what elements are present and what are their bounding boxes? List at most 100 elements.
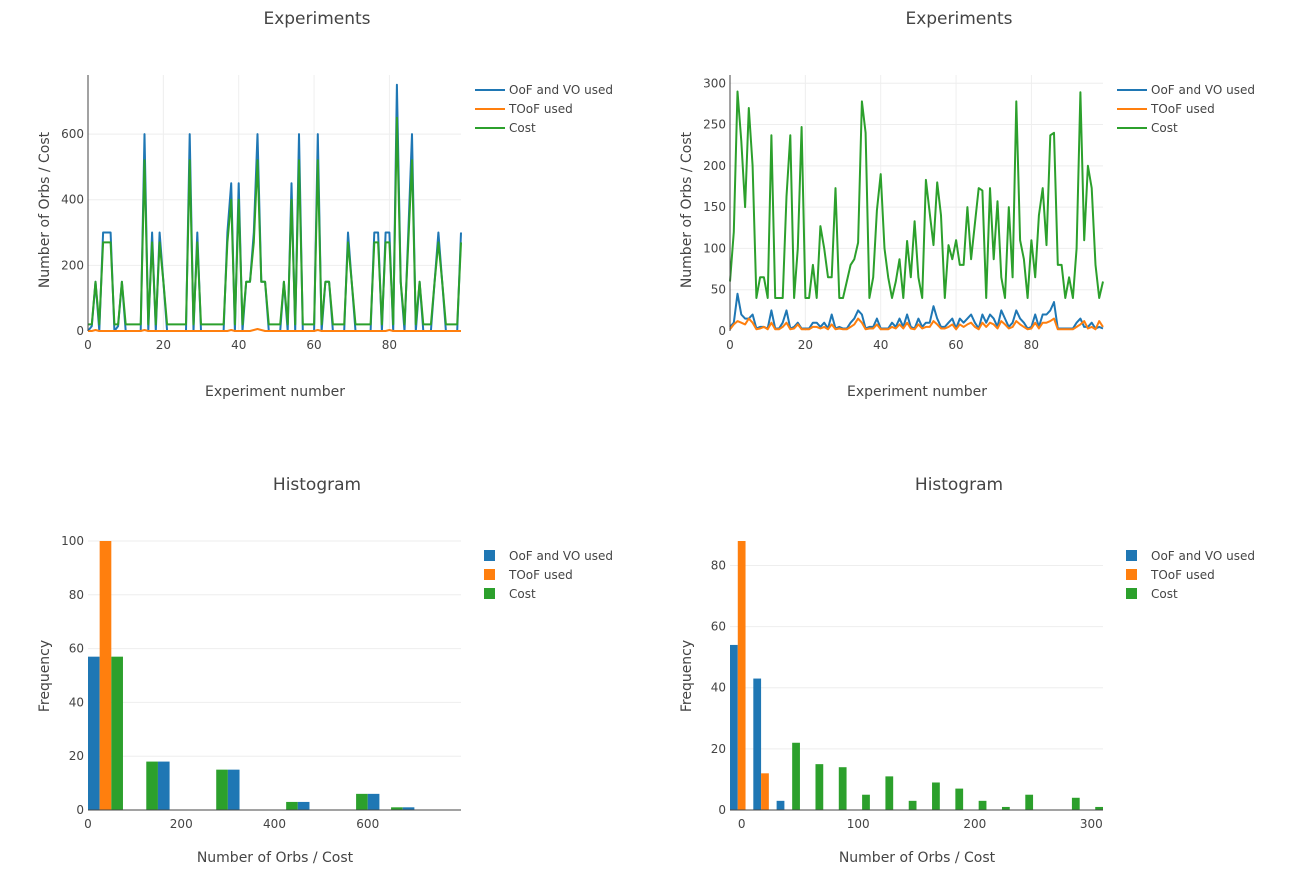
histogram-bar-oof	[776, 800, 785, 810]
x-tick-label: 200	[963, 817, 986, 831]
x-axis-title: Experiment number	[205, 384, 345, 400]
legend-label-cost: Cost	[509, 587, 536, 601]
y-tick-label: 60	[69, 642, 84, 656]
histogram-bar-cost	[978, 800, 987, 810]
experiments-line-chart-right: Experiments Experiment number Number of …	[679, 9, 1255, 400]
y-axis-title: Number of Orbs / Cost	[37, 131, 53, 288]
y-tick-label: 200	[703, 159, 726, 173]
histogram-bar-toof	[99, 541, 112, 810]
y-tick-label: 80	[711, 558, 726, 572]
legend-swatch-oof	[484, 550, 495, 561]
legend-label-oof: OoF and VO used	[509, 83, 613, 97]
y-axis-title: Frequency	[679, 640, 695, 712]
plot-area: 0 50 100 150 200 250 300 0 20 40 60 80	[703, 75, 1104, 352]
y-axis-title: Frequency	[37, 640, 53, 712]
histogram-bar-cost	[908, 800, 917, 810]
legend-label-toof: TOoF used	[1150, 568, 1215, 582]
chart-title: Experiments	[263, 9, 370, 29]
legend: OoF and VO used TOoF used Cost	[1126, 549, 1255, 601]
histogram-left: Histogram Number of Orbs / Cost Frequenc…	[37, 475, 613, 866]
plot-area: 0 200 400 600 0 20 40 60 80	[61, 75, 462, 352]
histogram-bar-cost	[955, 788, 964, 810]
legend-swatch-cost	[484, 588, 495, 599]
chart-title: Histogram	[915, 475, 1003, 495]
histogram-bar-oof	[367, 793, 380, 810]
x-tick-label: 20	[156, 338, 171, 352]
histogram-bar-cost	[146, 761, 158, 810]
legend-label-oof: OoF and VO used	[1151, 83, 1255, 97]
y-tick-label: 20	[711, 742, 726, 756]
histogram-bar-cost	[391, 807, 403, 810]
series-line-toof	[88, 328, 461, 332]
y-tick-label: 0	[76, 803, 84, 817]
histogram-bar-cost	[792, 742, 800, 810]
series-line-toof	[729, 317, 1104, 331]
y-tick-label: 300	[703, 76, 726, 90]
y-tick-label: 40	[711, 681, 726, 695]
legend-label-oof: OoF and VO used	[1151, 549, 1255, 563]
legend: OoF and VO used TOoF used Cost	[475, 83, 613, 135]
histogram-bar-cost	[216, 769, 228, 810]
x-tick-label: 80	[1024, 338, 1039, 352]
plot-area: 0 20 40 60 80 100 0 200 400 600	[61, 534, 461, 831]
legend-label-cost: Cost	[509, 121, 536, 135]
histogram-bar-cost	[838, 767, 847, 810]
x-tick-label: 40	[873, 338, 888, 352]
histogram-bar-oof	[227, 769, 240, 810]
histogram-bar-toof	[761, 773, 769, 810]
legend-label-oof: OoF and VO used	[509, 549, 613, 563]
histogram-bar-cost	[111, 656, 123, 810]
histogram-bar-cost	[356, 793, 368, 810]
x-tick-label: 0	[84, 338, 92, 352]
y-tick-label: 40	[69, 695, 84, 709]
y-tick-label: 60	[711, 620, 726, 634]
x-axis-title: Experiment number	[847, 384, 987, 400]
histogram-right: Histogram Number of Orbs / Cost Frequenc…	[679, 475, 1255, 866]
legend: OoF and VO used TOoF used Cost	[1117, 83, 1255, 135]
y-tick-label: 0	[76, 324, 84, 338]
y-tick-label: 100	[703, 241, 726, 255]
chart-title: Histogram	[273, 475, 361, 495]
y-tick-label: 80	[69, 588, 84, 602]
x-tick-label: 40	[231, 338, 246, 352]
histogram-bar-oof	[157, 761, 170, 810]
y-axis-title: Number of Orbs / Cost	[679, 131, 695, 288]
y-tick-label: 100	[61, 534, 84, 548]
y-tick-label: 200	[61, 258, 84, 272]
y-tick-label: 20	[69, 749, 84, 763]
legend-label-cost: Cost	[1151, 121, 1178, 135]
x-tick-label: 200	[170, 817, 193, 831]
histogram-bar-toof	[737, 541, 746, 810]
y-tick-label: 250	[703, 118, 726, 132]
histogram-bar-cost	[1025, 794, 1034, 810]
x-tick-label: 20	[798, 338, 813, 352]
legend-swatch-toof	[484, 569, 495, 580]
legend: OoF and VO used TOoF used Cost	[484, 549, 613, 601]
x-axis-title: Number of Orbs / Cost	[197, 850, 354, 866]
histogram-bar-cost	[885, 776, 894, 810]
x-tick-label: 60	[948, 338, 963, 352]
chart-title: Experiments	[905, 9, 1012, 29]
histogram-bar-cost	[286, 801, 298, 810]
x-tick-label: 400	[263, 817, 286, 831]
histogram-bar-oof	[402, 807, 415, 810]
series-line-cost	[88, 116, 462, 326]
histogram-bar-oof	[753, 678, 762, 810]
legend-label-toof: TOoF used	[508, 102, 573, 116]
legend-label-toof: TOoF used	[508, 568, 573, 582]
histogram-bar-cost	[862, 794, 870, 810]
histogram-bar-cost	[815, 764, 824, 810]
histogram-bar-cost	[1001, 806, 1010, 810]
x-tick-label: 60	[306, 338, 321, 352]
histogram-bar-oof	[297, 801, 310, 810]
x-tick-label: 0	[738, 817, 746, 831]
histogram-bar-oof	[88, 656, 100, 810]
histogram-bar-cost	[1095, 806, 1103, 810]
x-tick-label: 300	[1080, 817, 1103, 831]
x-tick-label: 100	[847, 817, 870, 831]
y-tick-label: 400	[61, 193, 84, 207]
legend-swatch-cost	[1126, 588, 1137, 599]
legend-swatch-toof	[1126, 569, 1137, 580]
y-tick-label: 50	[711, 283, 726, 297]
